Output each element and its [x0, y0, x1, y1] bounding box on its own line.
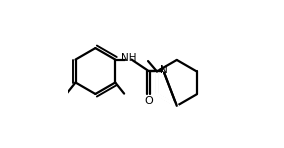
Text: NH: NH: [120, 53, 136, 63]
Text: O: O: [144, 96, 153, 106]
Text: N: N: [160, 65, 167, 75]
